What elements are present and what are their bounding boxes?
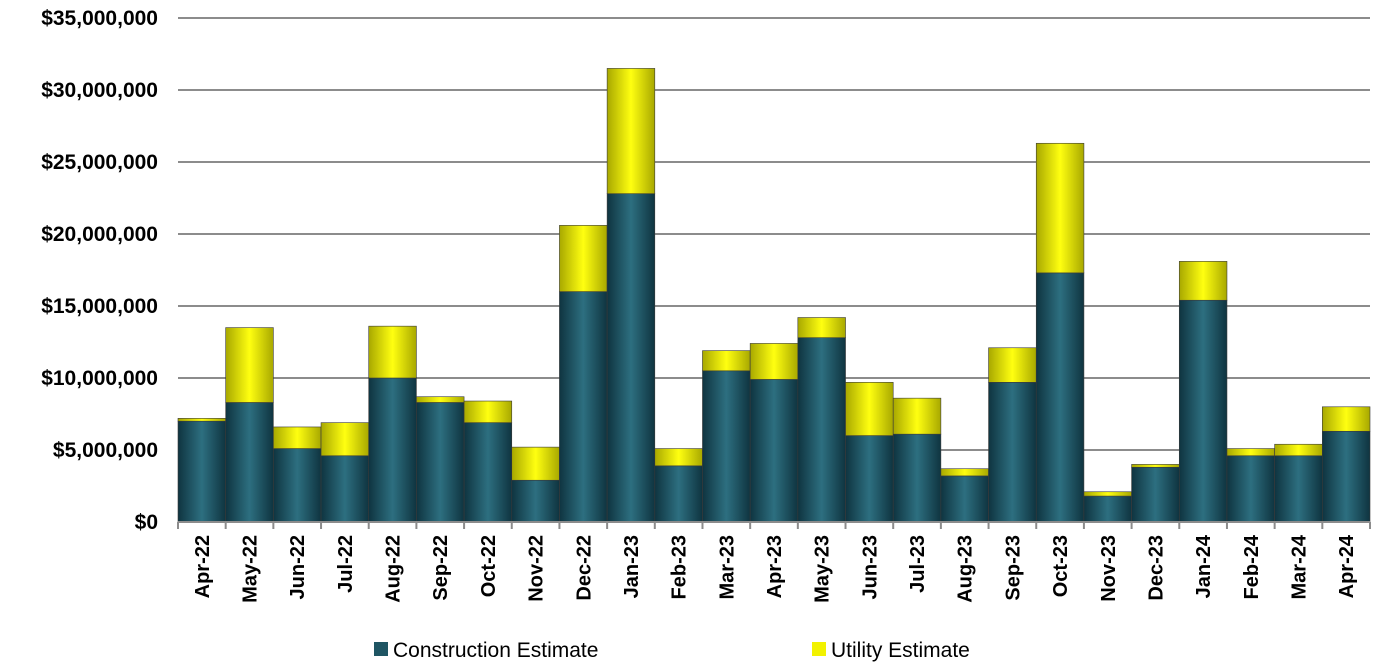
utility-estimate-bar <box>1226 448 1275 457</box>
construction-estimate-bar <box>1322 430 1371 523</box>
y-tick-label: $20,000,000 <box>41 223 158 246</box>
bars <box>177 68 1371 523</box>
x-tick-label: Feb-24 <box>1241 534 1263 599</box>
x-tick-label: Oct-23 <box>1050 535 1072 597</box>
x-tick-label: Aug-22 <box>383 535 405 603</box>
construction-estimate-bar <box>606 193 656 523</box>
legend-swatch-construction <box>374 642 388 656</box>
construction-estimate-bar <box>845 435 894 523</box>
legend: Construction Estimate Utility Estimate <box>374 639 970 662</box>
y-tick-label: $25,000,000 <box>41 151 158 174</box>
utility-estimate-bar <box>606 68 656 194</box>
construction-estimate-bar <box>749 379 799 523</box>
utility-estimate-bar <box>1322 406 1371 432</box>
x-axis: Apr-22 May-22 Jun-22 Jul-22 Aug-22 Sep-22 Oct-… <box>177 521 1371 603</box>
y-tick-label: $0 <box>135 511 158 534</box>
x-tick-label: Apr-23 <box>764 535 786 598</box>
utility-estimate-bar <box>797 317 846 338</box>
construction-estimate-bar <box>702 370 751 523</box>
x-tick-label: May-23 <box>812 535 834 603</box>
construction-estimate-bar <box>416 402 465 523</box>
utility-estimate-bar <box>988 347 1037 383</box>
utility-estimate-bar <box>1274 443 1323 457</box>
utility-estimate-bar <box>845 382 894 436</box>
y-tick-label: $30,000,000 <box>41 79 158 102</box>
x-tick-label: Apr-22 <box>192 535 214 598</box>
x-tick-label: Oct-22 <box>478 535 500 597</box>
utility-estimate-bar <box>416 396 465 403</box>
utility-estimate-bar <box>702 350 751 372</box>
x-tick-label: Dec-22 <box>573 535 595 601</box>
construction-estimate-bar <box>1131 466 1180 523</box>
y-tick-label: $5,000,000 <box>53 439 158 462</box>
utility-estimate-bar <box>368 325 417 379</box>
legend-label-utility: Utility Estimate <box>831 639 970 662</box>
x-tick-label: Sep-22 <box>430 535 452 601</box>
construction-estimate-bar <box>273 448 322 523</box>
x-tick-label: Feb-23 <box>669 535 691 599</box>
utility-estimate-bar <box>177 418 226 422</box>
x-tick-label: Jan-24 <box>1193 534 1215 598</box>
construction-estimate-bar <box>797 337 846 523</box>
y-tick-label: $10,000,000 <box>41 367 158 390</box>
construction-estimate-bar <box>1274 455 1323 523</box>
x-tick-label: Apr-24 <box>1336 534 1358 598</box>
construction-estimate-bar <box>940 475 989 523</box>
x-tick-label: Jul-23 <box>907 535 929 593</box>
x-tick-label: Jan-23 <box>621 535 643 598</box>
x-tick-label: Mar-24 <box>1288 534 1310 599</box>
utility-estimate-bar <box>320 422 370 457</box>
utility-estimate-bar <box>749 343 799 380</box>
utility-estimate-bar <box>892 397 942 435</box>
x-tick-label: Jun-22 <box>287 535 309 599</box>
construction-estimate-bar <box>225 402 274 523</box>
x-tick-label: Sep-23 <box>1002 535 1024 601</box>
x-tick-label: Mar-23 <box>716 535 738 599</box>
construction-estimate-bar <box>559 291 608 523</box>
utility-estimate-bar <box>225 327 274 403</box>
x-tick-label: Nov-23 <box>1098 535 1120 602</box>
utility-estimate-bar <box>273 426 322 449</box>
utility-estimate-bar <box>1035 142 1085 274</box>
utility-estimate-bar <box>1131 464 1180 468</box>
construction-estimate-bar <box>892 433 942 523</box>
utility-estimate-bar <box>654 448 703 467</box>
construction-estimate-bar <box>1178 299 1228 523</box>
construction-estimate-bar <box>463 422 513 523</box>
construction-estimate-bar <box>177 420 226 523</box>
y-axis: $0 $5,000,000 $10,000,000 $15,000,000 $20,00… <box>41 7 158 534</box>
x-tick-label: Jun-23 <box>859 535 881 599</box>
construction-estimate-bar <box>1226 455 1275 523</box>
construction-estimate-bar <box>511 479 560 523</box>
construction-estimate-bar <box>320 455 370 523</box>
x-tick-label: Aug-23 <box>955 535 977 603</box>
utility-estimate-bar <box>940 468 989 477</box>
construction-estimate-bar <box>988 382 1037 523</box>
x-tick-label: Dec-23 <box>1145 535 1167 601</box>
y-tick-label: $15,000,000 <box>41 295 158 318</box>
legend-label-construction: Construction Estimate <box>393 639 598 662</box>
y-tick-label: $35,000,000 <box>41 7 158 30</box>
legend-swatch-utility <box>812 642 826 656</box>
utility-estimate-bar <box>511 446 560 481</box>
construction-estimate-bar <box>1035 272 1085 523</box>
utility-estimate-bar <box>559 225 608 292</box>
construction-estimate-bar <box>1083 495 1132 523</box>
utility-estimate-bar <box>1178 261 1228 301</box>
construction-estimate-bar <box>654 465 703 523</box>
x-tick-label: Nov-22 <box>526 535 548 602</box>
x-tick-label: Jul-22 <box>335 535 357 593</box>
construction-estimate-bar <box>368 377 417 523</box>
utility-estimate-bar <box>1083 491 1132 497</box>
utility-estimate-bar <box>463 400 513 423</box>
x-tick-label: May-22 <box>240 535 262 603</box>
